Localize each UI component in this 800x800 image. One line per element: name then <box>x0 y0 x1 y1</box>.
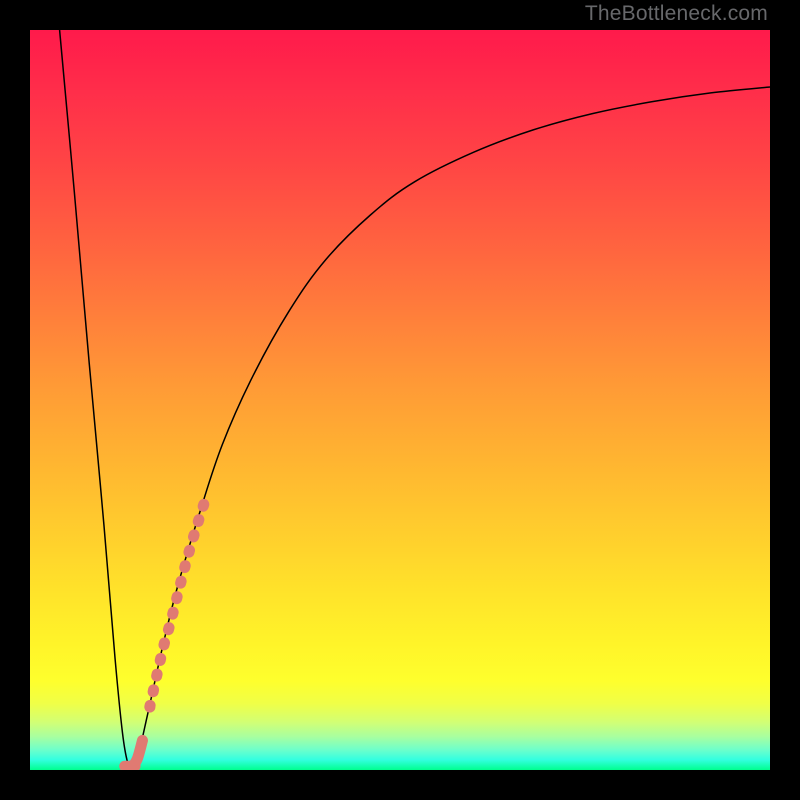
curve-layer <box>30 30 770 770</box>
chart-frame: TheBottleneck.com <box>0 0 800 800</box>
highlight-segment-lower <box>132 740 142 767</box>
watermark-text: TheBottleneck.com <box>585 2 768 26</box>
plot-area <box>30 30 770 770</box>
bottleneck-curve <box>60 30 770 768</box>
highlight-segment-upper <box>150 493 208 708</box>
